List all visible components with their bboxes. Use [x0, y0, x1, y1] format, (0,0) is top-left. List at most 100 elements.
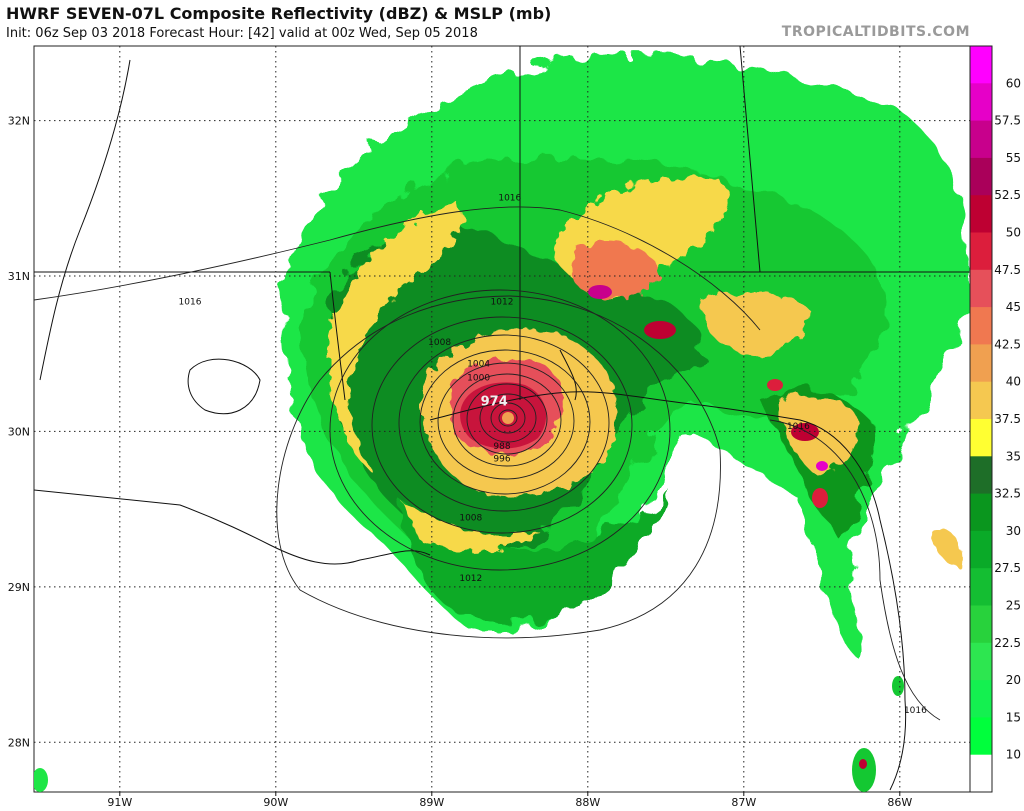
- echo-cell-sw: [34, 768, 48, 792]
- colorbar: 60 57.5 55 52.5 50 47.5 45 42.5 40 37.5 35 32.5 30 27…: [969, 45, 1021, 793]
- colorbar-label: 57.5: [994, 114, 1021, 128]
- colorbar-label: 52.5: [994, 188, 1021, 202]
- graticule: [34, 46, 970, 792]
- isobar-label: 1016: [179, 297, 202, 307]
- colorbar-swatch: [970, 46, 992, 84]
- colorbar-swatch: [970, 307, 992, 345]
- echo-red-east: [644, 321, 676, 339]
- colorbar-label: 42.5: [994, 337, 1021, 351]
- echo-red-south: [812, 488, 828, 508]
- colorbar-label: 15: [1006, 710, 1021, 724]
- colorbar-swatch: [970, 344, 992, 383]
- colorbar-swatch: [970, 605, 992, 644]
- coastline-mississippi: [429, 391, 701, 421]
- lat-tick-label: 30N: [8, 425, 30, 438]
- axis-labels: 91W 90W 89W 88W 87W 86W 32N 31N 30N 29N 28N: [8, 115, 913, 809]
- isobar-984: [466, 383, 548, 455]
- echo-yellow-far-east: [930, 529, 963, 566]
- colorbar-swatch: [970, 419, 992, 457]
- isobar-974: [498, 409, 518, 427]
- isobar-976: [490, 402, 526, 434]
- isobar-996: [419, 349, 591, 495]
- lon-tick-label: 87W: [731, 796, 756, 809]
- mobile-bay: [559, 349, 577, 401]
- echo-cell-keys-core: [859, 759, 867, 769]
- isobars: [34, 206, 941, 721]
- coastline-alabama-florida: [699, 404, 907, 791]
- echo-magenta-north: [588, 285, 612, 299]
- colorbar-label: 20: [1006, 673, 1021, 687]
- colorbar-label: 45: [1006, 300, 1021, 314]
- pressure-labels: 1016 1016 1012 1008 1004 1000 974 988 996 1008 101…: [179, 193, 928, 716]
- echo-yellow-west: [330, 205, 462, 470]
- isobar-988: [452, 373, 562, 467]
- colorbar-swatch: [970, 568, 992, 606]
- echo-magenta-southeast: [816, 461, 828, 471]
- colorbar-label: 50: [1006, 226, 1021, 240]
- echo-red-bayou: [767, 379, 783, 391]
- colorbar-label: 22.5: [994, 636, 1021, 650]
- lon-tick-label: 91W: [107, 796, 132, 809]
- colorbar-border: [969, 45, 993, 793]
- colorbar-label: 35: [1006, 449, 1021, 463]
- colorbar-label: 55: [1006, 151, 1021, 165]
- isobar-980: [479, 393, 537, 443]
- colorbar-label: 25: [1006, 599, 1021, 613]
- echo-orange-north: [570, 242, 660, 299]
- colorbar-swatch: [970, 269, 992, 308]
- storm-min-pressure-label: 974: [481, 394, 508, 409]
- isobar-label: 1016: [904, 706, 927, 716]
- lon-tick-label: 89W: [419, 796, 444, 809]
- lat-tick-label: 28N: [8, 736, 30, 749]
- colorbar-label: 27.5: [994, 561, 1021, 575]
- colorbar-label: 32.5: [994, 487, 1021, 501]
- state-border-ga: [739, 46, 761, 273]
- colorbar-label: 47.5: [994, 263, 1021, 277]
- colorbar-swatch: [970, 120, 992, 159]
- echo-yellow-southeast: [780, 396, 860, 473]
- colorbar-swatch: [970, 530, 992, 569]
- colorbar-swatch: [970, 195, 992, 233]
- geography-lines: [34, 46, 970, 791]
- isobar-992: [437, 362, 575, 480]
- isobar-label: 1016: [787, 422, 810, 432]
- colorbar-swatch: [970, 754, 992, 793]
- colorbar-swatch: [970, 232, 992, 271]
- echo-yellow-spiral: [400, 500, 540, 553]
- mississippi-river: [39, 59, 131, 381]
- isobar-label: 1000: [467, 374, 490, 384]
- lat-tick-label: 31N: [8, 270, 30, 283]
- isobar-label: 1012: [459, 574, 482, 584]
- colorbar-swatch: [970, 381, 992, 420]
- colorbar-swatch: [970, 717, 992, 756]
- colorbar-swatch: [970, 83, 992, 122]
- colorbar-label: 30: [1006, 524, 1021, 538]
- colorbar-label: 40: [1006, 375, 1021, 389]
- isobar-label: 1008: [428, 338, 451, 348]
- colorbar-swatch: [970, 642, 992, 681]
- colorbar-swatch: [970, 680, 992, 718]
- colorbar-swatch: [970, 456, 992, 495]
- isobar-label: 1008: [459, 513, 482, 523]
- isobar-label: 1016: [498, 193, 521, 203]
- colorbar-swatch: [970, 493, 992, 532]
- isobar-1004: [371, 316, 633, 534]
- echo-cell-florida: [892, 676, 904, 696]
- colorbar-label: 37.5: [994, 412, 1021, 426]
- isobar-1016-north: [34, 206, 761, 331]
- colorbar-swatch: [970, 157, 992, 196]
- watermark: TROPICALTIDBITS.COM: [781, 24, 970, 40]
- isobar-1008: [329, 289, 671, 571]
- isobar-label: 996: [493, 454, 510, 464]
- storm-eye: [502, 412, 514, 424]
- lon-tick-label: 88W: [575, 796, 600, 809]
- isobar-1016-south: [769, 419, 941, 721]
- lat-tick-label: 29N: [8, 581, 30, 594]
- lat-tick-label: 32N: [8, 115, 30, 128]
- lon-tick-label: 90W: [263, 796, 288, 809]
- lon-tick-label: 86W: [887, 796, 912, 809]
- isobar-label: 1004: [467, 360, 490, 370]
- isobar-1012: [276, 295, 721, 639]
- isobar-label: 1012: [491, 297, 514, 307]
